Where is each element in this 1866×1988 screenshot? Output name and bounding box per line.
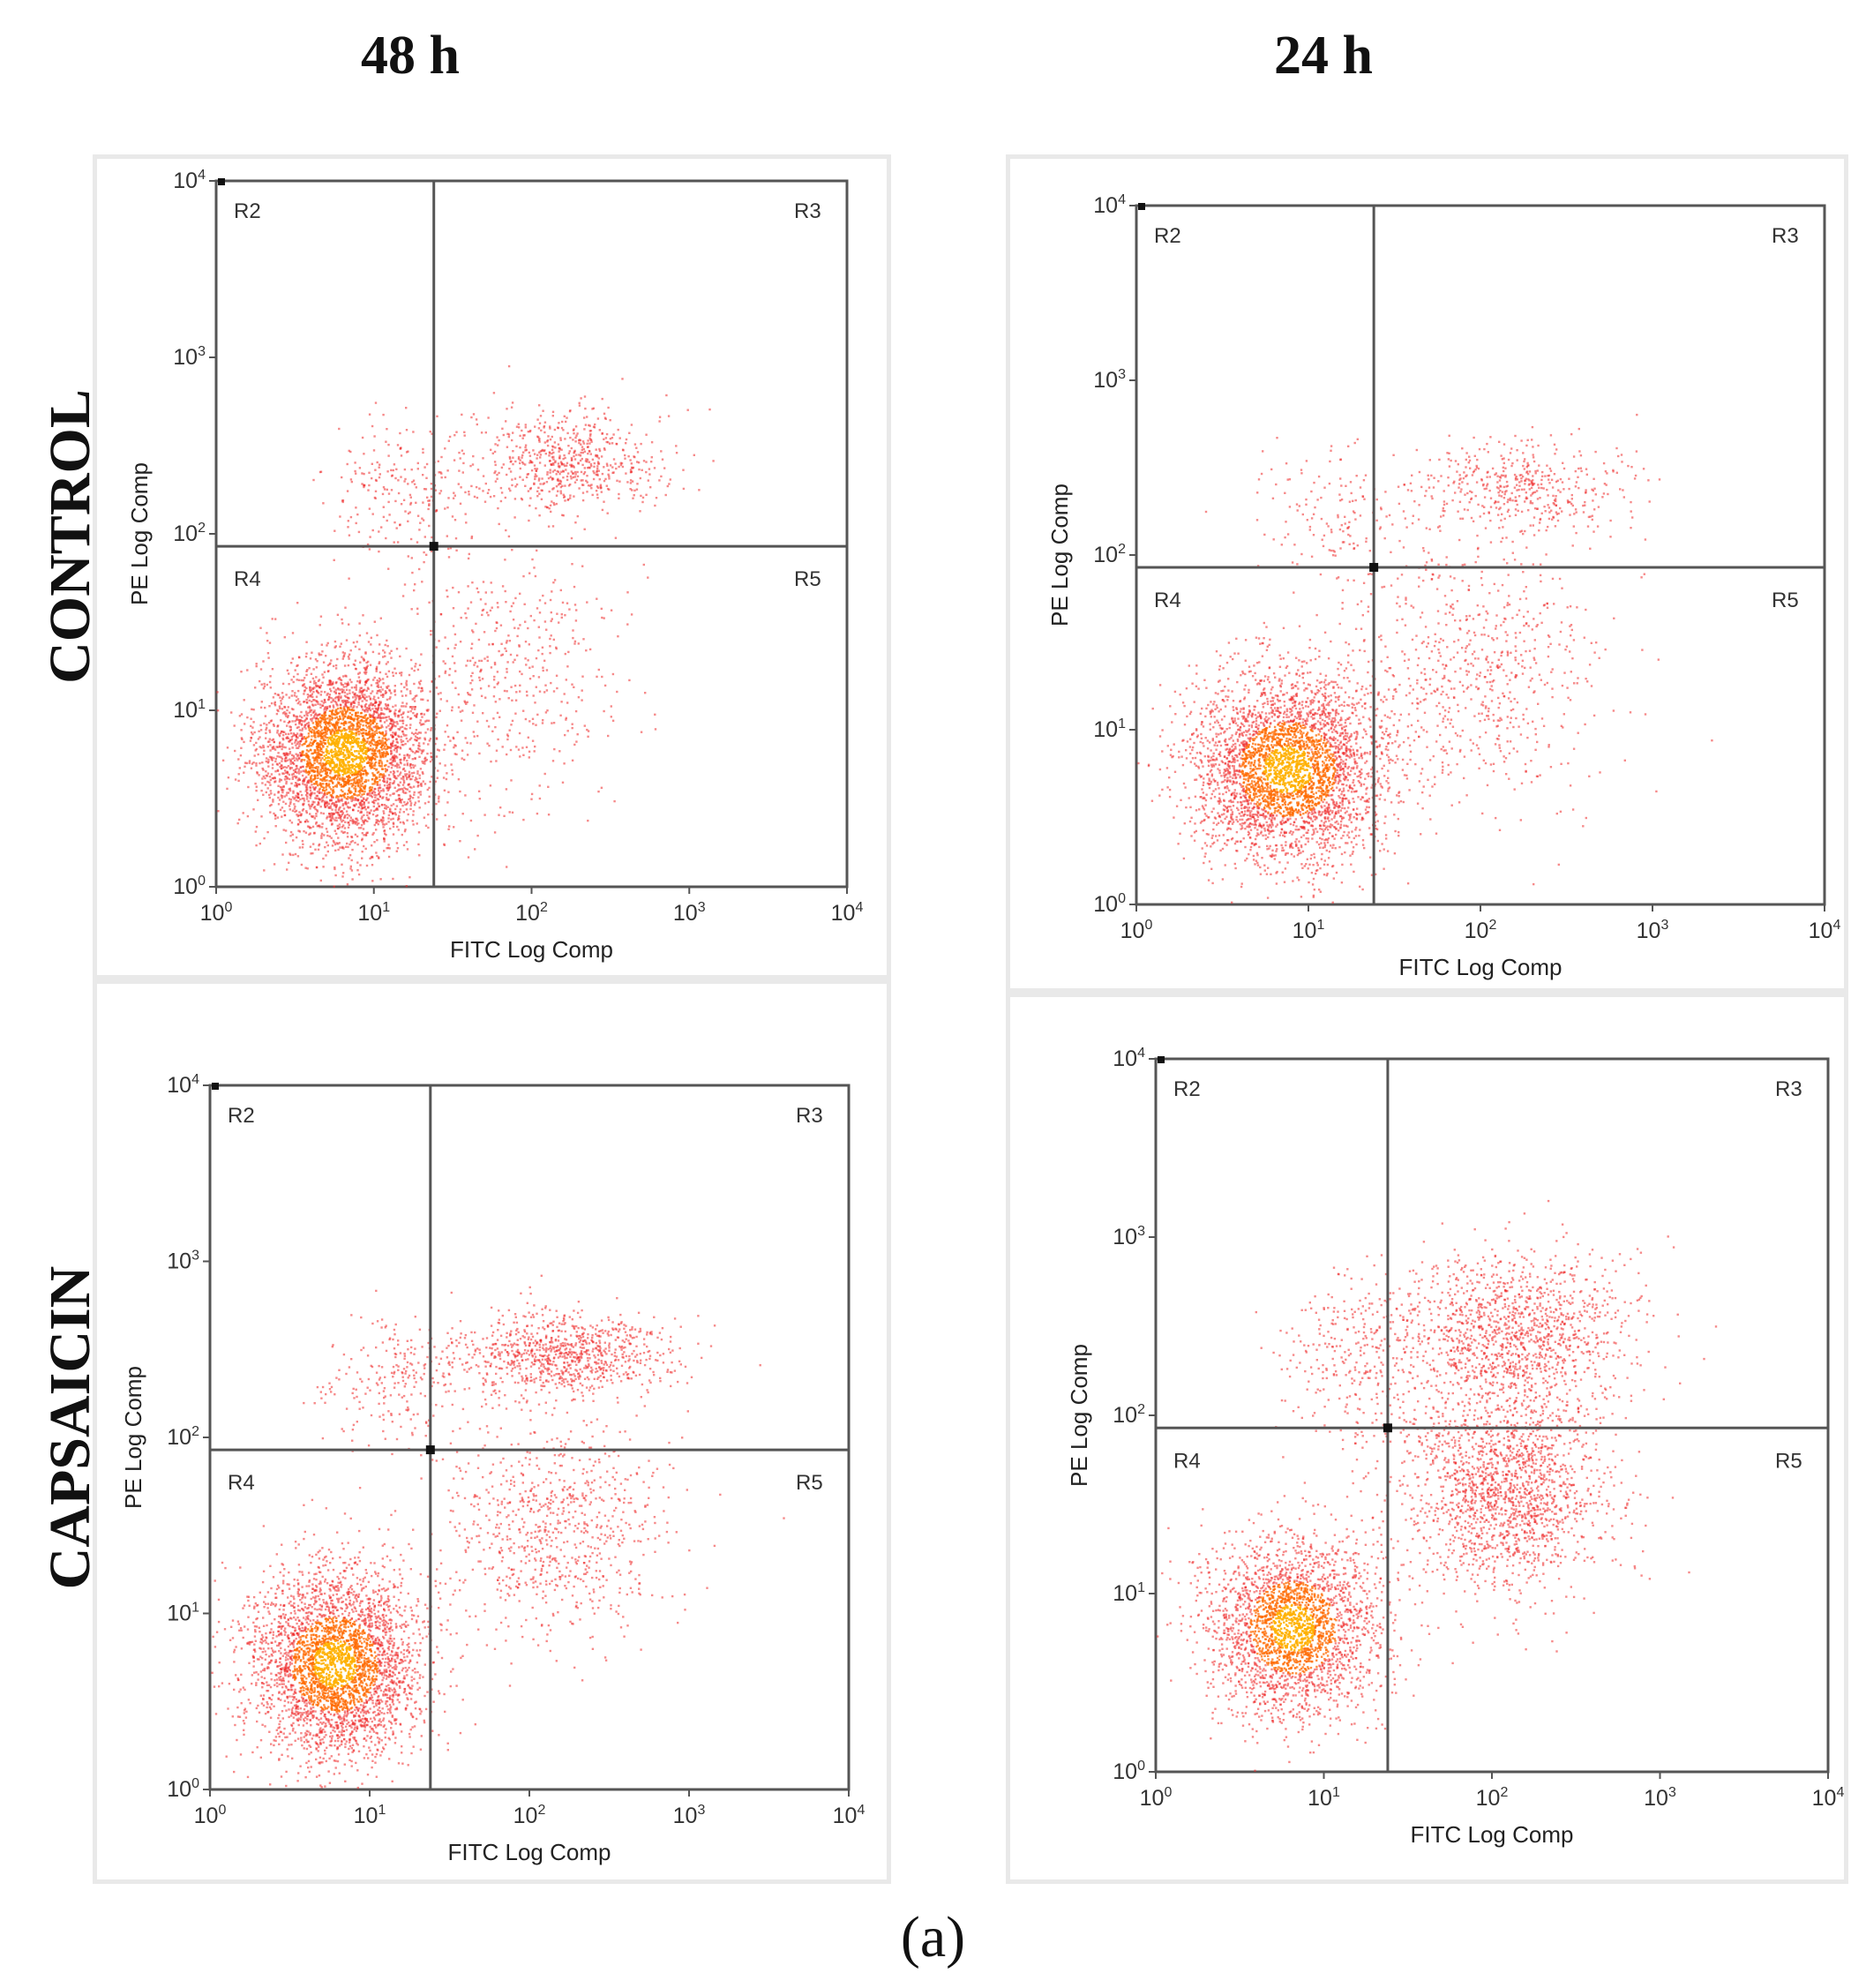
x-tick-label: 102 <box>1476 1785 1509 1811</box>
figure-caption: (a) <box>0 1904 1866 1971</box>
x-tick-label: 104 <box>1812 1785 1845 1811</box>
dot-plot-control-24h: R2 R3 R4 R5 100 101 102 103 104 100 101 102 103 104 FI… <box>1046 192 1840 980</box>
x-tick-label: 100 <box>1140 1785 1173 1811</box>
quadrant-gate-handle <box>1383 1423 1392 1433</box>
y-tick-label: 101 <box>173 697 206 723</box>
event-dots <box>1157 1199 1718 1772</box>
y-axis-label: PE Log Comp <box>120 1366 146 1509</box>
x-axis-label: FITC Log Comp <box>1411 1821 1574 1848</box>
x-tick-label: 101 <box>1293 918 1325 943</box>
plot-area <box>1135 204 1826 906</box>
dot-plot-capsaicin-24h: R2 R3 R4 R5 100 101 102 103 104 100 101 102 103 104 FI… <box>1066 1046 1844 1848</box>
corner-marker <box>218 178 225 185</box>
region-label-r2: R2 <box>228 1104 255 1128</box>
y-tick-label: 102 <box>173 521 206 546</box>
corner-marker <box>1158 1056 1165 1063</box>
region-label-r5: R5 <box>1772 589 1799 612</box>
dot-plot-capsaicin-48h: R2 R3 R4 R5 100 101 102 103 104 100 101 102 103 104 FI… <box>120 1072 865 1865</box>
x-tick-label: 101 <box>357 900 390 926</box>
quadrant-gate-handle <box>1369 562 1379 572</box>
x-tick-label: 104 <box>1809 918 1841 943</box>
x-axis-label: FITC Log Comp <box>450 936 613 963</box>
corner-marker <box>212 1083 219 1090</box>
x-tick-label: 102 <box>515 900 548 926</box>
y-tick-label: 104 <box>173 168 206 193</box>
region-label-r3: R3 <box>1772 224 1799 248</box>
event-dots <box>216 364 715 888</box>
column-title-24h: 24 h <box>1059 25 1588 87</box>
region-label-r5: R5 <box>1775 1449 1802 1473</box>
corner-marker <box>1138 203 1145 210</box>
x-tick-label: 103 <box>673 900 706 926</box>
y-tick-label: 103 <box>1093 367 1126 393</box>
y-tick-label: 103 <box>167 1249 199 1274</box>
region-label-r2: R2 <box>234 199 261 223</box>
y-tick-label: 104 <box>167 1072 199 1098</box>
x-tick-label: 100 <box>200 900 233 926</box>
region-label-r5: R5 <box>796 1471 823 1495</box>
x-tick-label: 101 <box>1308 1785 1340 1811</box>
region-label-r3: R3 <box>794 199 821 223</box>
y-axis-label: PE Log Comp <box>1046 484 1073 626</box>
y-tick-label: 101 <box>167 1601 199 1626</box>
event-dots <box>1137 413 1713 904</box>
event-dots <box>211 1274 785 1789</box>
y-tick-label: 103 <box>173 344 206 370</box>
region-label-r3: R3 <box>1775 1077 1802 1101</box>
x-tick-label: 102 <box>1465 918 1497 943</box>
region-label-r2: R2 <box>1154 224 1181 248</box>
y-tick-label: 100 <box>1093 891 1126 917</box>
region-label-r4: R4 <box>228 1471 255 1495</box>
x-tick-label: 103 <box>1637 918 1669 943</box>
y-tick-label: 103 <box>1113 1224 1145 1249</box>
column-title-48h: 48 h <box>146 25 675 87</box>
x-tick-label: 102 <box>513 1803 546 1828</box>
region-label-r4: R4 <box>1154 589 1181 612</box>
x-tick-label: 101 <box>354 1803 386 1828</box>
region-label-r4: R4 <box>234 567 261 591</box>
y-tick-label: 104 <box>1113 1046 1145 1071</box>
x-axis-label: FITC Log Comp <box>448 1839 611 1865</box>
y-axis-label: PE Log Comp <box>1066 1344 1092 1487</box>
region-label-r4: R4 <box>1173 1449 1201 1473</box>
y-tick-label: 101 <box>1093 716 1126 742</box>
region-label-r3: R3 <box>796 1104 823 1128</box>
y-tick-label: 100 <box>167 1776 199 1802</box>
quadrant-gate-handle <box>425 1445 435 1455</box>
y-tick-label: 102 <box>167 1424 199 1450</box>
x-tick-label: 103 <box>1644 1785 1676 1811</box>
y-axis-label: PE Log Comp <box>126 462 153 605</box>
region-label-r2: R2 <box>1173 1077 1201 1101</box>
y-tick-label: 101 <box>1113 1580 1145 1606</box>
region-label-r5: R5 <box>794 567 821 591</box>
y-tick-label: 104 <box>1093 192 1126 218</box>
y-tick-label: 102 <box>1093 542 1126 567</box>
x-tick-label: 103 <box>673 1803 706 1828</box>
y-tick-label: 102 <box>1113 1402 1145 1428</box>
x-tick-label: 104 <box>831 900 864 926</box>
x-tick-label: 100 <box>194 1803 227 1828</box>
y-tick-label: 100 <box>1113 1759 1145 1784</box>
y-tick-label: 100 <box>173 874 206 899</box>
dot-plot-control-48h: R2 R3 R4 R5 100 101 102 103 104 100 101 102 103 104 FI… <box>126 168 863 963</box>
x-tick-label: 100 <box>1120 918 1153 943</box>
x-tick-label: 104 <box>833 1803 866 1828</box>
x-axis-label: FITC Log Comp <box>1399 954 1562 980</box>
quadrant-gate-handle <box>429 542 438 551</box>
